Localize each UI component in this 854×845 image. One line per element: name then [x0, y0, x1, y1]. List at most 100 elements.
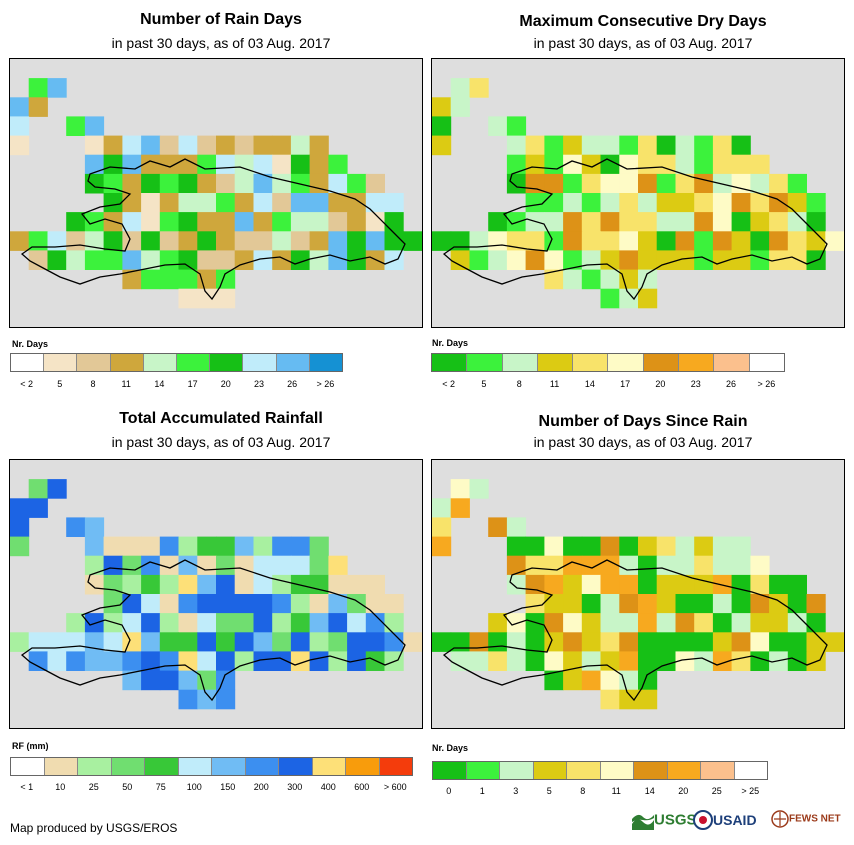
legend-tick-label: 17: [187, 379, 198, 389]
grid-cell: [216, 594, 236, 614]
usgs-logo: USGS: [632, 810, 697, 830]
grid-cell: [506, 517, 527, 537]
grid-cell: [159, 250, 179, 270]
grid-cell: [309, 250, 329, 270]
grid-cell: [178, 193, 198, 213]
grid-cell: [731, 613, 751, 633]
grid-cell: [600, 193, 620, 213]
grid-cell: [309, 154, 329, 175]
grid-cell: [488, 116, 508, 136]
legend-swatch: [701, 762, 735, 779]
grid-cell: [178, 613, 198, 633]
grid-cell: [216, 231, 236, 251]
legend-tick-label: 17: [620, 379, 631, 389]
grid-cell: [10, 116, 30, 136]
grid-cell: [28, 632, 48, 652]
grid-cell: [272, 173, 292, 194]
grid-cell: [197, 613, 217, 633]
map-credit: Map produced by USGS/EROS: [10, 821, 178, 835]
grid-cell: [469, 479, 489, 499]
grid-cell: [806, 613, 826, 633]
grid-cell: [581, 670, 601, 691]
grid-cell: [403, 231, 422, 251]
grid-cell: [141, 173, 161, 194]
grid-cell: [619, 651, 639, 671]
grid-cell: [581, 154, 601, 175]
island-outline: [20, 158, 406, 301]
grid-cell: [122, 651, 142, 671]
grid-cell: [675, 651, 695, 671]
grid-cell: [178, 288, 198, 309]
map-grid: [10, 78, 422, 309]
grid-cell: [309, 173, 329, 194]
grid-cell: [272, 574, 292, 595]
grid-cell: [122, 173, 142, 194]
grid-cell: [619, 231, 639, 251]
grid-cell: [309, 135, 329, 156]
grid-cell: [328, 632, 348, 652]
grid-cell: [731, 193, 751, 213]
grid-cell: [234, 536, 254, 557]
grid-cell: [432, 116, 452, 136]
legend-tick-label: 200: [253, 782, 269, 792]
grid-cell: [159, 269, 179, 290]
map-grid: [432, 78, 844, 309]
grid-cell: [563, 574, 583, 595]
grid-cell: [694, 154, 714, 175]
grid-cell: [450, 78, 470, 98]
grid-cell: [806, 594, 826, 614]
legend-tick-label: 400: [320, 782, 336, 792]
grid-cell: [290, 231, 311, 251]
grid-cell: [469, 651, 489, 671]
grid-cell: [581, 269, 601, 290]
grid-cell: [656, 212, 676, 232]
legend-tick-label: 5: [57, 379, 63, 389]
legend-swatch: [44, 354, 78, 371]
grid-cell: [216, 250, 236, 270]
grid-cell: [731, 212, 751, 232]
grid-cell: [525, 536, 545, 557]
grid-cell: [178, 250, 198, 270]
grid-cell: [712, 231, 733, 251]
grid-cell: [656, 613, 676, 633]
grid-cell: [384, 193, 404, 213]
grid-cell: [675, 555, 695, 576]
grid-cell: [712, 613, 733, 633]
grid-cell: [544, 594, 564, 614]
legend-tick-label: 8: [516, 379, 522, 389]
grid-cell: [619, 594, 639, 614]
grid-cell: [731, 651, 751, 671]
legend-tick-label: 20: [220, 379, 231, 389]
grid-cell: [84, 135, 105, 156]
panel-2-legend-label: Nr. Days: [432, 338, 469, 348]
grid-cell: [638, 250, 658, 270]
grid-cell: [197, 250, 217, 270]
grid-cell: [544, 269, 564, 290]
grid-cell: [787, 574, 807, 595]
grid-cell: [600, 231, 620, 251]
grid-cell: [619, 536, 639, 557]
grid-cell: [544, 231, 564, 251]
grid-cell: [619, 269, 639, 290]
grid-cell: [10, 135, 30, 156]
legend-tick-label: < 1: [20, 782, 34, 792]
grid-cell: [469, 231, 489, 251]
legend-swatch: [346, 758, 380, 775]
grid-cell: [234, 154, 254, 175]
grid-cell: [122, 269, 142, 290]
grid-cell: [290, 536, 311, 557]
grid-cell: [638, 555, 658, 576]
grid-cell: [432, 536, 452, 557]
grid-cell: [450, 498, 470, 518]
usaid-logo: USAID: [693, 810, 757, 830]
legend-swatch: [634, 762, 668, 779]
grid-cell: [675, 212, 695, 232]
grid-cell: [216, 613, 236, 633]
grid-cell: [563, 613, 583, 633]
grid-cell: [694, 574, 714, 595]
grid-cell: [656, 231, 676, 251]
grid-cell: [309, 594, 329, 614]
grid-cell: [84, 173, 105, 194]
grid-cell: [600, 574, 620, 595]
grid-cell: [347, 613, 367, 633]
